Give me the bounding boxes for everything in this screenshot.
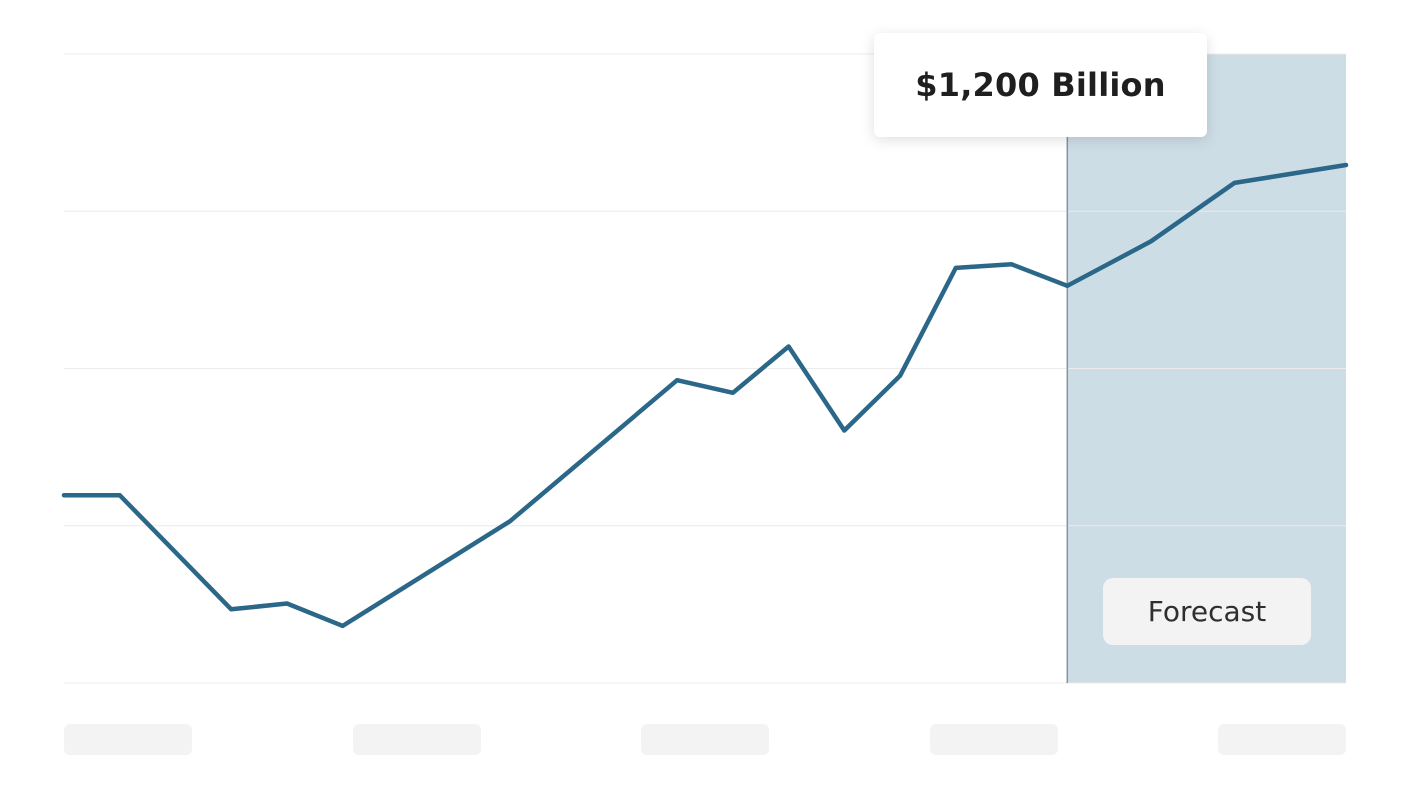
- tooltip-value-label: $1,200 Billion: [915, 66, 1166, 104]
- data-point-13: [1065, 283, 1070, 288]
- data-point-12: [1009, 262, 1014, 267]
- x-tick-label-placeholder-3: [929, 724, 1058, 755]
- value-tooltip: $1,200 Billion: [874, 33, 1207, 137]
- x-tick-label-placeholder-4: [1218, 724, 1346, 755]
- data-point-2: [229, 607, 234, 612]
- data-point-10: [898, 373, 903, 378]
- data-point-8: [786, 344, 791, 349]
- data-point-3: [284, 601, 289, 606]
- forecast-label: Forecast: [1147, 595, 1267, 628]
- x-tick-label-placeholder-1: [352, 724, 481, 755]
- data-point-11: [953, 265, 958, 270]
- data-point-6: [675, 378, 680, 383]
- data-point-15: [1232, 180, 1237, 185]
- data-point-1: [117, 493, 122, 498]
- data-point-0: [62, 493, 66, 498]
- gridlines: [64, 53, 1346, 684]
- data-point-9: [842, 428, 847, 433]
- data-point-16: [1344, 162, 1348, 167]
- forecast-badge: Forecast: [1103, 578, 1311, 645]
- data-point-14: [1148, 239, 1153, 244]
- data-point-7: [730, 390, 735, 395]
- series-layer: [61, 162, 1349, 629]
- data-point-4: [340, 623, 345, 628]
- data-point-5: [507, 519, 512, 524]
- x-tick-label-placeholder-2: [641, 724, 769, 755]
- x-tick-label-placeholder-0: [64, 724, 192, 755]
